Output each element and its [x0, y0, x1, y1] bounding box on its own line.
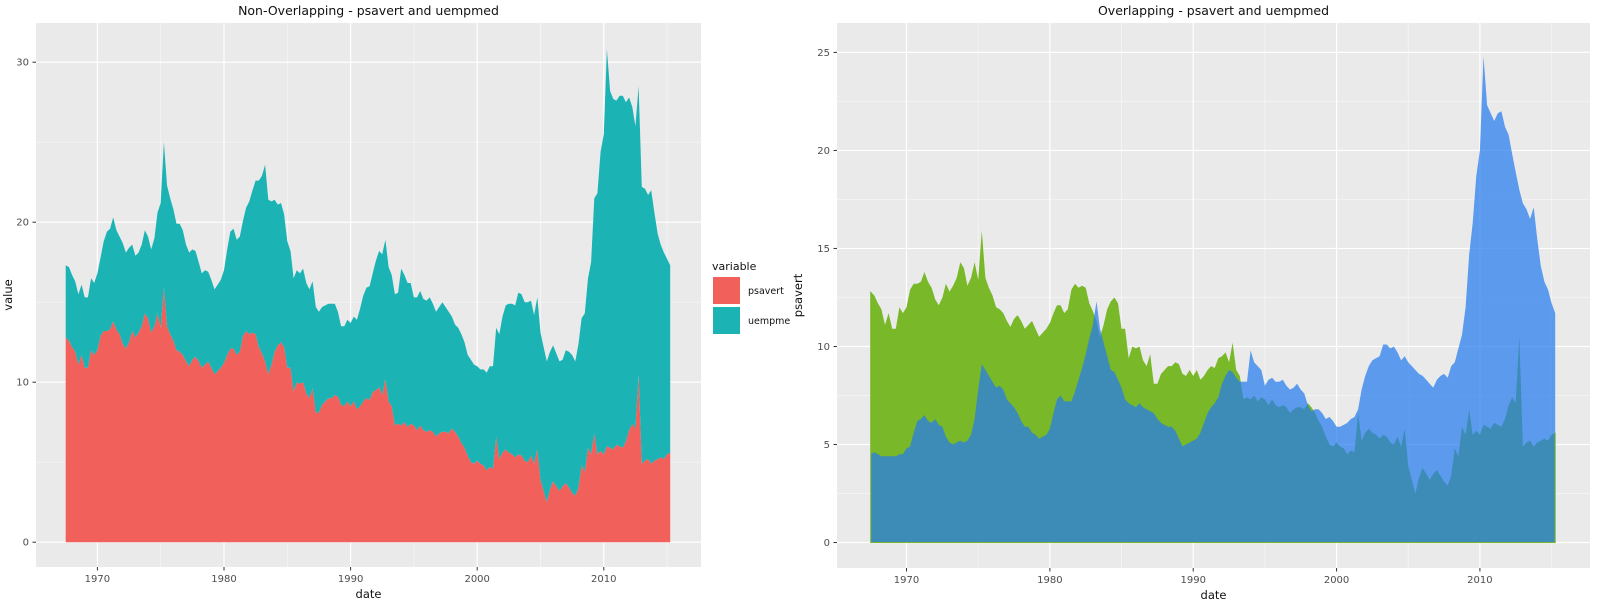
- legend-key-psavert: [713, 277, 740, 304]
- y-tick-label: 0: [23, 538, 29, 549]
- x-tick-label: 1980: [211, 574, 236, 585]
- x-tick-label: 2000: [1324, 575, 1349, 586]
- legend-label-psavert: psavert: [748, 286, 784, 297]
- y-tick-label: 20: [817, 146, 830, 157]
- x-axis-label: date: [356, 587, 382, 600]
- y-tick-label: 15: [817, 244, 830, 255]
- y-tick-label: 0: [824, 538, 830, 549]
- area-psavert-edge: [870, 291, 1556, 543]
- non-overlapping-chart-svg: 1970 1980 1990 2000 2010 0 10 20 30 date value Non-…: [1, 3, 790, 600]
- y-axis-label: value: [1, 279, 15, 310]
- y-tick-label: 5: [824, 440, 830, 451]
- legend-key-uempmed: [713, 307, 740, 334]
- area-uempmed: [870, 56, 1556, 543]
- legend-title: variable: [712, 260, 757, 273]
- x-tick-label: 2000: [464, 574, 489, 585]
- chart-overlapping: 1970 1980 1990 2000 2010 0 5 10 15 20 25 date psaver…: [790, 0, 1600, 600]
- legend-label-uempmed: uempmed: [748, 316, 790, 327]
- y-tick-label: 10: [817, 342, 830, 353]
- y-axis-label: psavert: [791, 273, 805, 317]
- x-tick-label: 1970: [894, 575, 919, 586]
- area-uempmed: [65, 49, 671, 503]
- x-tick-label: 2010: [591, 574, 616, 585]
- x-axis-label: date: [1201, 588, 1227, 600]
- x-tick-label: 2010: [1467, 575, 1492, 586]
- area-psavert: [65, 287, 671, 543]
- x-tick-label: 1990: [1180, 575, 1205, 586]
- x-tick-label: 1980: [1037, 575, 1062, 586]
- x-tick-label: 1970: [85, 574, 110, 585]
- y-tick-label: 20: [16, 218, 29, 229]
- y-tick-label: 30: [16, 58, 29, 69]
- chart-title: Overlapping - psavert and uempmed: [1098, 3, 1329, 18]
- overlapping-chart-svg: 1970 1980 1990 2000 2010 0 5 10 15 20 25 date psaver…: [791, 3, 1590, 600]
- chart-non-overlapping: 1970 1980 1990 2000 2010 0 10 20 30 date value Non-…: [0, 0, 790, 600]
- x-tick-label: 1990: [338, 574, 363, 585]
- y-tick-label: 10: [16, 378, 29, 389]
- chart-title: Non-Overlapping - psavert and uempmed: [238, 3, 499, 18]
- y-tick-label: 25: [817, 48, 830, 59]
